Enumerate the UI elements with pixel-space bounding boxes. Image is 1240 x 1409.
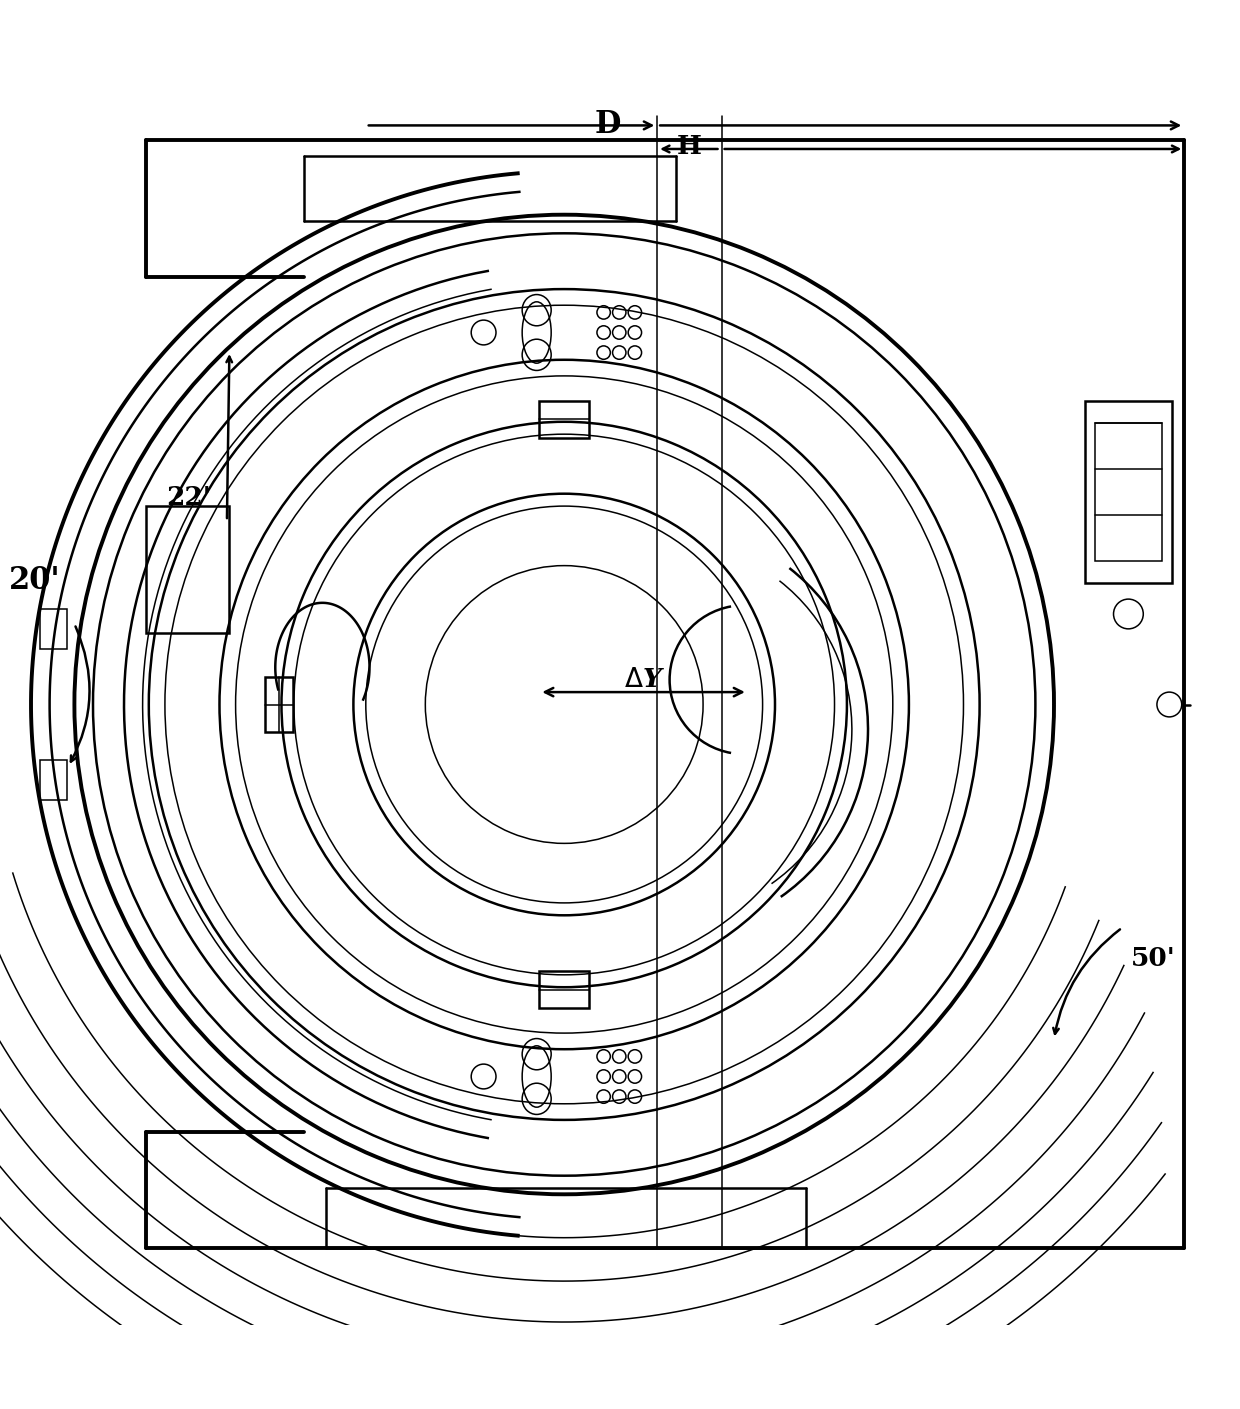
- Text: 22': 22': [166, 485, 211, 510]
- Bar: [265, 678, 293, 731]
- Bar: [539, 400, 589, 438]
- Bar: [539, 971, 589, 1009]
- Text: H: H: [677, 134, 702, 159]
- Bar: [40, 761, 67, 800]
- Bar: [1095, 423, 1162, 561]
- Text: 20': 20': [9, 565, 61, 596]
- Bar: [1085, 400, 1172, 583]
- Bar: [146, 506, 229, 633]
- Bar: [40, 609, 67, 648]
- Text: $\Delta$Y: $\Delta$Y: [624, 668, 666, 692]
- Text: D: D: [594, 108, 621, 139]
- Text: 50': 50': [1131, 947, 1176, 971]
